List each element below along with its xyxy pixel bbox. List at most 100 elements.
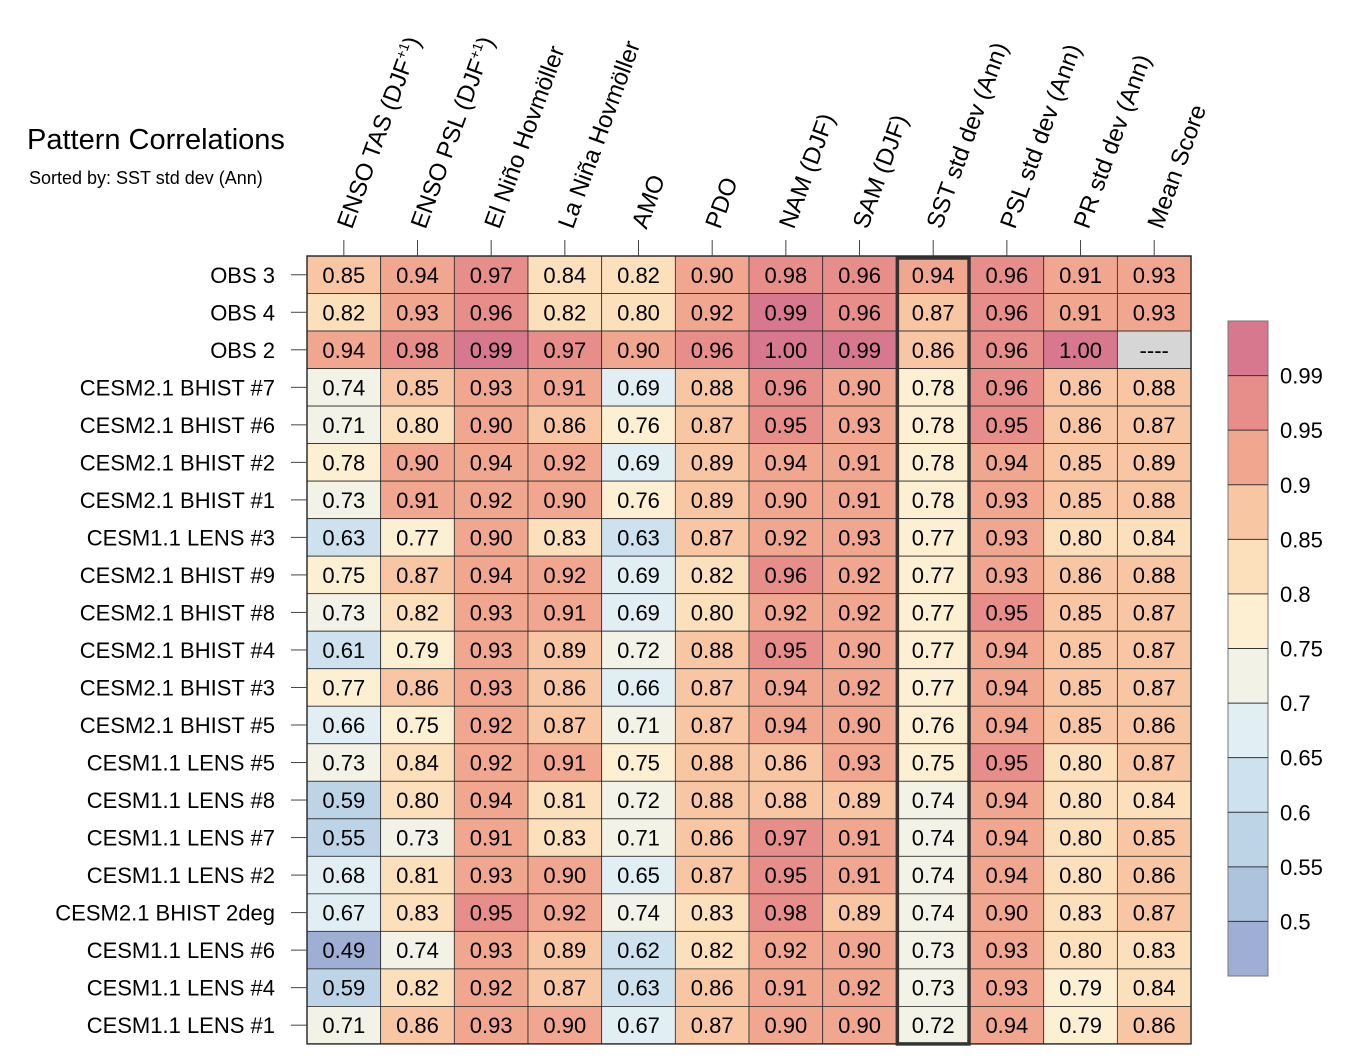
cell-value: 0.71 [322,413,365,438]
heatmap-cell [380,518,455,557]
row-label: CESM2.1 BHIST #3 [80,675,275,700]
heatmap-cell [748,968,824,1007]
cell-value: 0.92 [838,675,881,700]
heatmap-cell [306,480,382,520]
cell-value: 0.93 [838,413,881,438]
cell-value: 0.98 [764,263,807,288]
heatmap-cell [601,668,676,707]
cell-value: 0.75 [322,563,365,588]
cell-value: 0.75 [396,713,439,738]
cell-value: 0.59 [322,788,365,813]
cell-value: 0.94 [396,263,439,288]
heatmap-cell [453,480,529,520]
cell-value: 0.71 [322,1013,365,1038]
cell-value: 0.90 [838,713,881,738]
colorbar-tick-label: 0.6 [1280,800,1311,825]
heatmap-cell [453,518,529,557]
heatmap-cell [380,855,455,895]
cell-value: 0.90 [838,375,881,400]
colorbar-segment [1228,703,1268,758]
heatmap-cell [1116,780,1192,820]
heatmap-cell [822,780,897,820]
cell-value: 0.93 [985,525,1028,550]
cell-value: 0.86 [1059,375,1102,400]
heatmap-cell [453,968,529,1007]
heatmap-cell [1116,930,1192,970]
heatmap-cell [1116,555,1192,595]
row-label: CESM1.1 LENS #8 [87,788,275,813]
heatmap-cell [895,255,971,294]
heatmap-cell [895,330,971,369]
heatmap-cell [674,405,750,444]
cell-value: 0.95 [764,638,807,663]
cell-value: 0.65 [617,863,660,888]
heatmap-cell [380,593,455,632]
cell-value: 0.96 [838,300,881,325]
cell-value: 0.89 [838,901,881,926]
cell-value: 0.87 [691,713,734,738]
cell-value: 0.93 [985,976,1028,1001]
heatmap-cell [527,668,603,707]
row-label: CESM1.1 LENS #5 [87,751,275,776]
cell-value: 0.59 [322,976,365,1001]
cell-value: 0.81 [543,788,586,813]
heatmap-cell [306,555,382,595]
cell-value: 0.82 [617,263,660,288]
cell-value: 0.93 [470,938,513,963]
heatmap-cell [380,443,455,482]
heatmap-cell [1116,705,1192,745]
heatmap-cell [969,330,1045,369]
colorbar-tick-label: 0.75 [1280,637,1323,662]
cell-value: 0.93 [396,300,439,325]
heatmap-cell [380,293,455,332]
cell-value: 0.87 [1133,413,1176,438]
column-label: PR std dev (Ann) [1069,51,1157,232]
cell-value: 0.90 [543,1013,586,1038]
heatmap-cell [822,293,897,332]
heatmap-cell [306,518,382,557]
cell-value: 0.95 [985,751,1028,776]
heatmap-cell [527,930,603,970]
cell-value: 0.75 [912,751,955,776]
cell-value: 0.77 [396,525,439,550]
cell-value: 0.87 [912,300,955,325]
heatmap-cell [895,818,971,857]
heatmap-cell [306,255,382,294]
heatmap-cell [822,743,897,782]
heatmap-cell [453,1006,529,1045]
cell-value: 0.88 [691,375,734,400]
cell-value: 0.82 [691,563,734,588]
cell-value: 0.85 [396,375,439,400]
heatmap-cell [1043,293,1118,332]
heatmap-cell [453,368,529,407]
cell-value: 0.93 [985,488,1028,513]
heatmap-cell [601,780,676,820]
cell-value: 0.96 [470,300,513,325]
cell-value: 0.96 [764,375,807,400]
heatmap-cell [748,443,824,482]
cell-value: 0.73 [322,600,365,625]
cell-value: 0.99 [470,338,513,363]
heatmap-cell [306,668,382,707]
cell-value: 0.87 [543,976,586,1001]
cell-value: 0.86 [1133,713,1176,738]
heatmap-cell [1116,630,1192,670]
heatmap-cell [306,780,382,820]
heatmap-cell [453,555,529,595]
heatmap-cell [380,780,455,820]
colorbar-tick-label: 0.5 [1280,909,1311,934]
cell-value: 0.82 [691,938,734,963]
heatmap-cell [527,405,603,444]
cell-value: 0.93 [1133,300,1176,325]
heatmap-cell [969,968,1045,1007]
column-label: ENSO TAS (DJF+1) [331,33,426,232]
cell-value: 0.97 [470,263,513,288]
heatmap-cell [1116,480,1192,520]
cell-value: 0.85 [1059,450,1102,475]
cell-value: 0.87 [691,413,734,438]
chart-title: Pattern Correlations [27,124,285,156]
row-label: CESM2.1 BHIST #9 [80,563,275,588]
cell-value: 0.81 [396,863,439,888]
cell-value: 0.97 [543,338,586,363]
cell-value: 0.68 [322,863,365,888]
